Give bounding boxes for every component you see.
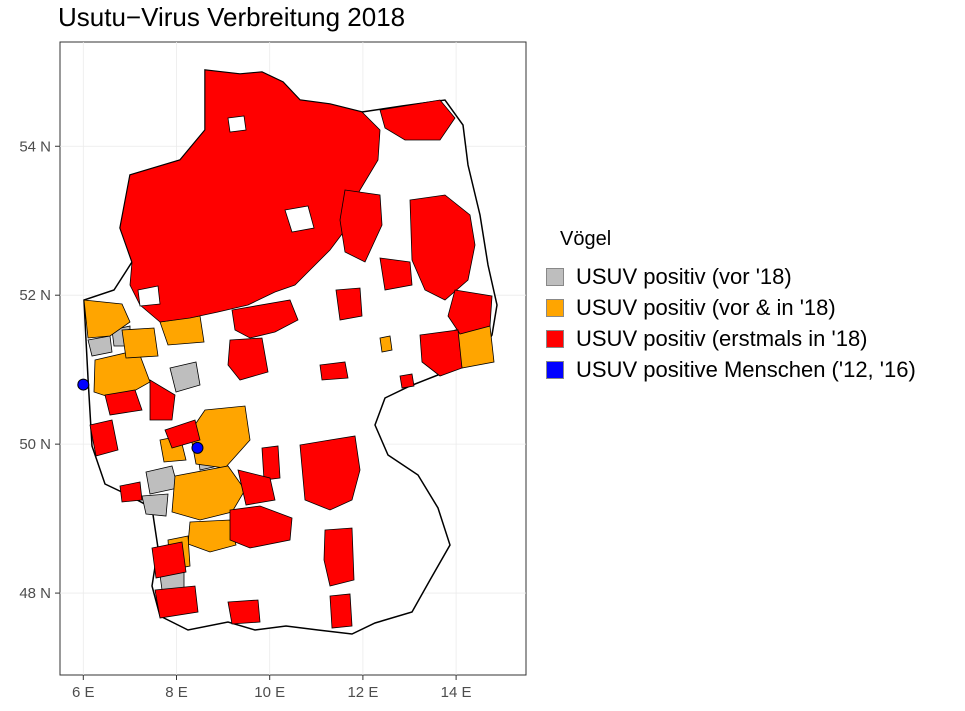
legend: Vögel USUV positiv (vor '18) USUV positiv… [546,228,916,385]
human-case-point [191,441,204,454]
x-tick-label: 6 E [72,684,95,701]
human-cases [77,378,204,454]
y-tick-label: 50 N [19,436,51,453]
human-case-point [77,378,90,391]
axes: 6 E 8 E 10 E 12 E 14 E 48 N 50 N 52 N 54 N [19,138,471,701]
legend-label: USUV positiv (vor & in '18) [576,294,836,320]
y-tick-label: 54 N [19,138,51,155]
legend-item: USUV positiv (erstmals in '18) [546,323,916,354]
districts-red [89,69,493,629]
x-tick-label: 10 E [254,684,285,701]
legend-label: USUV positiv (erstmals in '18) [576,325,868,351]
x-tick-label: 12 E [347,684,378,701]
legend-item: USUV positiv (vor & in '18) [546,292,916,323]
legend-key [546,267,564,286]
map-title: Usutu−Virus Verbreitung 2018 [58,2,406,32]
legend-key [546,298,564,317]
legend-label: USUV positiv (vor '18) [576,263,792,289]
legend-key [546,329,564,348]
legend-item: USUV positiv (vor '18) [546,261,916,292]
x-tick-label: 14 E [441,684,472,701]
legend-item: USUV positive Menschen ('12, '16) [546,354,916,385]
legend-title: Vögel [560,228,612,250]
legend-label: USUV positive Menschen ('12, '16) [576,356,916,382]
y-tick-label: 52 N [19,287,51,304]
x-tick-label: 8 E [165,684,188,701]
white-districts [137,115,315,307]
legend-key [546,360,564,379]
y-tick-label: 48 N [19,585,51,602]
